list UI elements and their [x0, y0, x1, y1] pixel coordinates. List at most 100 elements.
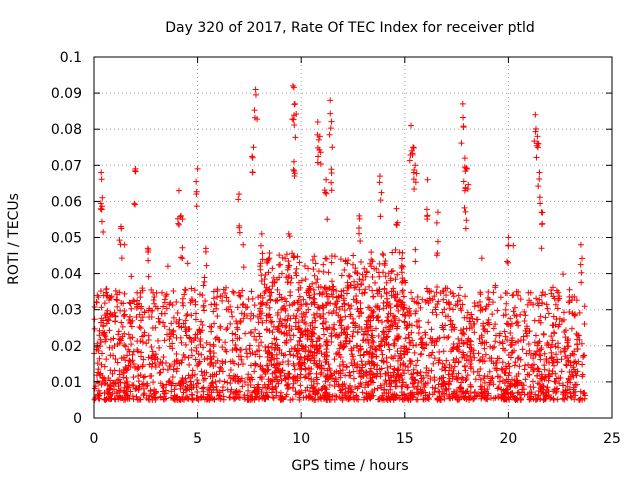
data-point	[234, 324, 241, 331]
data-point	[533, 125, 540, 132]
data-point	[425, 300, 432, 307]
data-point	[505, 234, 512, 241]
data-point	[289, 82, 296, 89]
data-point	[323, 353, 330, 360]
data-point	[512, 382, 519, 389]
data-point	[149, 348, 156, 355]
data-point	[513, 313, 520, 320]
data-point	[134, 338, 141, 345]
data-point	[135, 373, 142, 380]
data-point	[311, 314, 318, 321]
data-point	[223, 294, 230, 301]
data-point	[489, 374, 496, 381]
data-point	[207, 348, 214, 355]
data-point	[102, 314, 109, 321]
data-point	[459, 354, 466, 361]
data-point	[476, 298, 483, 305]
data-point	[391, 340, 398, 347]
data-point	[289, 250, 296, 257]
data-point	[466, 394, 473, 401]
data-point	[241, 392, 248, 399]
data-point	[404, 309, 411, 316]
data-point	[328, 179, 335, 186]
data-point	[521, 366, 528, 373]
data-point	[388, 354, 395, 361]
data-point	[116, 289, 123, 296]
data-point	[573, 297, 580, 304]
data-point	[187, 378, 194, 385]
data-point	[139, 338, 146, 345]
data-point	[337, 256, 344, 263]
data-point	[411, 298, 418, 305]
data-point	[140, 392, 147, 399]
data-point	[545, 310, 552, 317]
data-point	[343, 364, 350, 371]
data-point	[484, 373, 491, 380]
data-point	[179, 375, 186, 382]
data-point	[294, 353, 301, 360]
data-point	[203, 262, 210, 269]
data-point	[290, 166, 297, 173]
data-point	[543, 357, 550, 364]
data-point	[295, 326, 302, 333]
data-point	[169, 373, 176, 380]
data-point	[179, 299, 186, 306]
data-point	[195, 380, 202, 387]
data-point	[99, 350, 106, 357]
data-point	[469, 315, 476, 322]
data-point	[541, 350, 548, 357]
data-point	[533, 154, 540, 161]
data-point	[290, 380, 297, 387]
data-point	[423, 369, 430, 376]
data-point	[251, 302, 258, 309]
data-point	[342, 385, 349, 392]
data-point	[456, 396, 463, 403]
data-point	[111, 309, 118, 316]
data-point	[394, 323, 401, 330]
data-point	[310, 266, 317, 273]
data-point	[304, 336, 311, 343]
data-point	[533, 295, 540, 302]
data-point	[426, 352, 433, 359]
data-point	[250, 144, 257, 151]
data-point	[461, 187, 468, 194]
data-point	[522, 362, 529, 369]
data-point	[305, 306, 312, 313]
data-point	[356, 230, 363, 237]
data-point	[556, 315, 563, 322]
data-point	[291, 366, 298, 373]
data-point	[415, 317, 422, 324]
data-point	[325, 269, 332, 276]
data-point	[548, 333, 555, 340]
data-point	[128, 341, 135, 348]
data-point	[276, 318, 283, 325]
data-point	[434, 283, 441, 290]
data-point	[214, 293, 221, 300]
data-point	[422, 396, 429, 403]
data-point	[379, 318, 386, 325]
data-point	[446, 378, 453, 385]
data-point	[339, 381, 346, 388]
data-point	[501, 328, 508, 335]
data-point	[316, 335, 323, 342]
data-point	[131, 200, 138, 207]
data-point	[457, 284, 464, 291]
data-point	[375, 332, 382, 339]
data-point	[247, 315, 254, 322]
data-point	[217, 364, 224, 371]
data-point	[316, 348, 323, 355]
data-point	[115, 376, 122, 383]
data-point	[313, 370, 320, 377]
data-point	[423, 285, 430, 292]
data-point	[251, 368, 258, 375]
data-point	[328, 169, 335, 176]
data-point	[526, 347, 533, 354]
data-point	[302, 276, 309, 283]
data-point	[98, 319, 105, 326]
data-point	[307, 370, 314, 377]
data-point	[358, 259, 365, 266]
data-point	[124, 352, 131, 359]
data-point	[222, 339, 229, 346]
data-point	[449, 375, 456, 382]
data-point	[257, 308, 264, 315]
